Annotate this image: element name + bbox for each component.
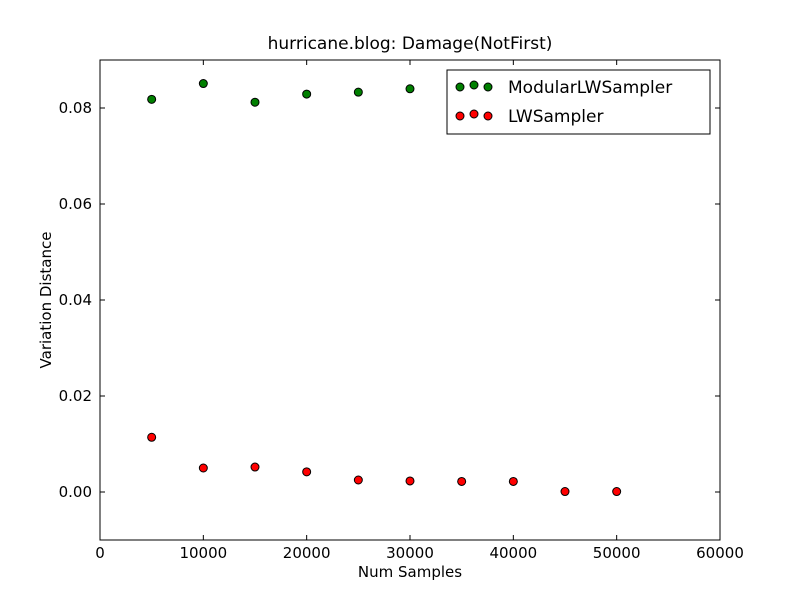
data-point-series-0 (147, 94, 157, 104)
y-tick-label: 0.06 (59, 195, 92, 213)
x-tick-label: 10000 (179, 544, 227, 562)
data-point-series-0 (302, 89, 312, 99)
legend-marker-series-1 (455, 111, 465, 121)
y-tick-label: 0.04 (59, 291, 92, 309)
data-point-series-1 (612, 487, 622, 497)
legend-marker-series-0 (455, 82, 465, 92)
x-tick-label: 20000 (283, 544, 331, 562)
data-point-series-1 (302, 467, 312, 477)
data-point-series-1 (405, 476, 415, 486)
data-point-series-1 (198, 463, 208, 473)
legend: ModularLWSampler LWSampler (446, 69, 711, 135)
legend-marker-series-1 (469, 109, 479, 119)
legend-label-series-0: ModularLWSampler (508, 78, 672, 98)
y-tick-label: 0.00 (59, 483, 92, 501)
x-axis-label: Num Samples (358, 563, 462, 581)
legend-marker-series-0 (469, 80, 479, 90)
x-tick-label: 0 (95, 544, 105, 562)
data-points (147, 79, 622, 497)
x-tick-label: 60000 (696, 544, 744, 562)
legend-box (446, 69, 711, 135)
chart-title: hurricane.blog: Damage(NotFirst) (268, 34, 553, 54)
legend-label-series-1: LWSampler (508, 107, 603, 127)
plot-frame (99, 59, 721, 541)
y-tick-label: 0.02 (59, 387, 92, 405)
y-axis-label: Variation Distance (37, 232, 55, 369)
legend-marker-series-0 (483, 82, 493, 92)
x-tick-label: 40000 (489, 544, 537, 562)
x-tick-label: 30000 (386, 544, 434, 562)
data-point-series-0 (405, 84, 415, 94)
y-tick-label: 0.08 (59, 99, 92, 117)
legend-marker-series-1 (483, 111, 493, 121)
data-point-series-1 (560, 487, 570, 497)
data-point-series-1 (250, 462, 260, 472)
x-tick-label: 50000 (593, 544, 641, 562)
data-point-series-0 (353, 87, 363, 97)
data-point-series-0 (250, 97, 260, 107)
data-point-series-0 (198, 79, 208, 89)
data-point-series-1 (457, 476, 467, 486)
axes: 0 10000 20000 30000 40000 50000 60000 0.00 0.02 0… (59, 59, 744, 562)
data-point-series-1 (353, 475, 363, 485)
data-point-series-1 (147, 432, 157, 442)
data-point-series-1 (508, 476, 518, 486)
